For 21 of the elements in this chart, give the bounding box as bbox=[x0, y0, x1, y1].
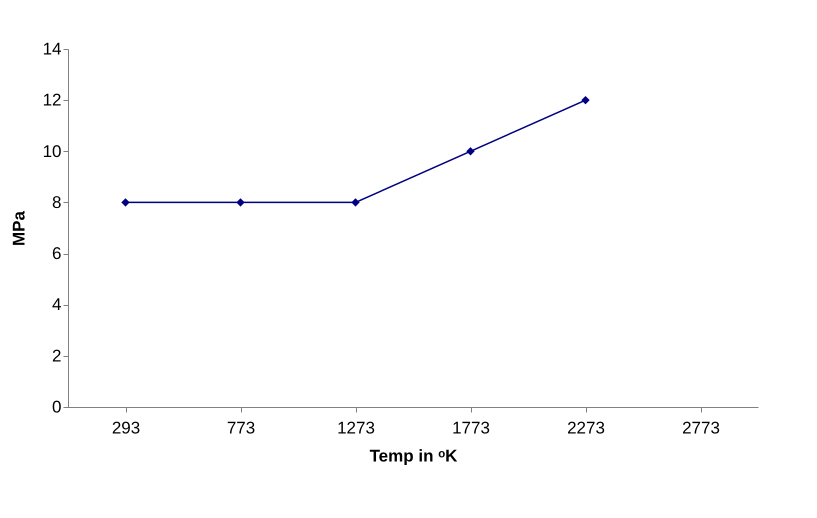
y-tick-label: 12 bbox=[42, 90, 62, 110]
x-axis-title: Temp in ᵒK bbox=[370, 446, 458, 466]
y-axis-title: MPa bbox=[10, 210, 29, 246]
x-tick-label: 1773 bbox=[452, 418, 490, 438]
y-tick-label: 8 bbox=[52, 192, 62, 212]
x-tick-label: 293 bbox=[112, 418, 140, 438]
point bbox=[121, 198, 130, 207]
y-tick-label: 6 bbox=[52, 244, 62, 264]
point bbox=[466, 147, 475, 156]
x-tick-label: 2773 bbox=[682, 418, 720, 438]
y-tick-label: 4 bbox=[52, 295, 62, 314]
point bbox=[236, 198, 245, 207]
y-tick-label: 14 bbox=[42, 40, 62, 58]
x-tick-label: 773 bbox=[226, 418, 256, 438]
point bbox=[351, 198, 360, 207]
x-tick-label: 1273 bbox=[337, 418, 375, 438]
point bbox=[581, 96, 590, 104]
y-tick-label: 0 bbox=[52, 398, 62, 416]
y-tick-label: 10 bbox=[42, 142, 62, 161]
y-tick-label: 2 bbox=[52, 346, 62, 366]
x-tick-label: 2273 bbox=[567, 418, 605, 438]
